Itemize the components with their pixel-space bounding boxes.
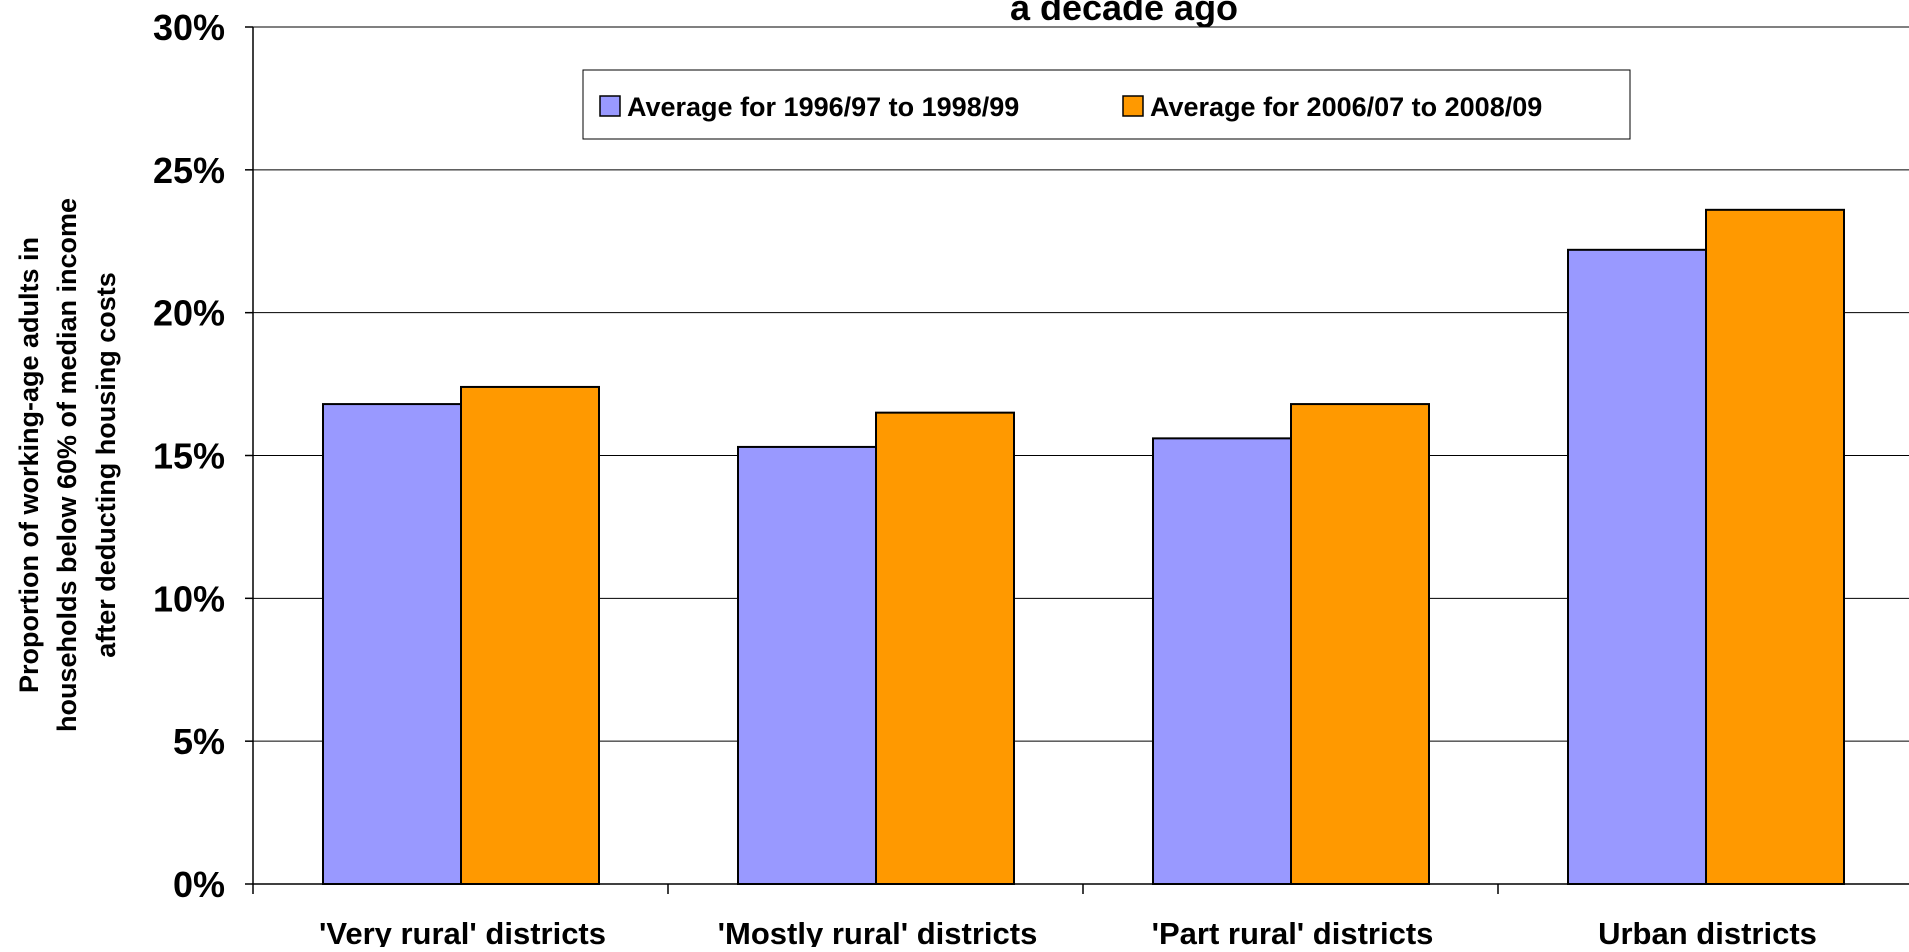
bar [322,403,462,885]
x-tick-label: 'Very rural' districts [319,916,606,947]
x-tick-labels: 'Very rural' districts 'Mostly rural' dis… [319,916,1817,951]
y-tick-label: 5% [173,721,225,762]
y-tick-label: 25% [153,150,225,191]
x-tick-label: Urban districts [1598,916,1817,947]
bar [1705,208,1845,885]
legend-box [582,69,1631,140]
y-axis-label-line: after deducting housing costs [91,272,121,658]
legend-label: Average for 2006/07 to 2008/09 [1150,92,1542,122]
y-tick-labels: 0% 5% 10% 15% 20% 25% 30% [153,7,225,905]
bar [1567,248,1707,885]
x-tick-label: 'Mostly rural' districts [718,916,1038,947]
x-tick-label: 'Part rural' districts [1152,916,1434,947]
y-tick-label: 15% [153,436,225,477]
bar [737,445,877,885]
y-axis-label-line: Proportion of working-age adults in [14,237,44,693]
bars [322,208,1845,885]
y-tick-label: 30% [153,7,225,48]
y-tick-label: 20% [153,293,225,334]
y-tick-label: 10% [153,578,225,619]
y-axis-label-line: households below 60% of median income [52,198,82,732]
legend-swatch [599,95,621,117]
legend-swatch [1122,95,1144,117]
bar [875,411,1015,885]
bar [1152,437,1292,885]
legend: Average for 1996/97 to 1998/99 Average fo… [582,69,1631,140]
chart-title: a decade ago [1010,0,1238,28]
y-axis-label: Proportion of working-age adults in house… [14,198,121,732]
bar [460,385,600,885]
legend-label: Average for 1996/97 to 1998/99 [627,92,1019,122]
bar [1290,403,1430,885]
axes [252,27,1909,885]
y-tick-label: 0% [173,864,225,905]
